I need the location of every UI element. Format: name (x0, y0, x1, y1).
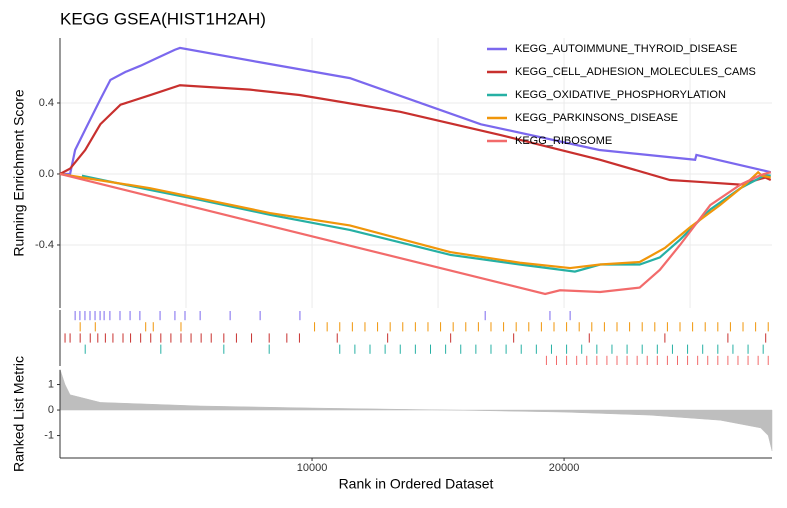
y-tick-label: 0 (48, 404, 54, 416)
x-tick-label: 10000 (297, 462, 328, 474)
y-tick-label: -0.4 (35, 239, 54, 251)
es-line (59, 171, 772, 296)
metric-area (59, 369, 773, 451)
legend-label: KEGG_RIBOSOME (515, 135, 612, 147)
es-line (60, 46, 771, 176)
legend: KEGG_AUTOIMMUNE_THYROID_DISEASE KEGG_CELL… (487, 43, 756, 147)
y-tick-label: 0.0 (39, 168, 54, 180)
x-axis-title: Rank in Ordered Dataset (339, 476, 494, 492)
y-axis-title: Ranked List Metric (11, 356, 27, 472)
legend-label: KEGG_PARKINSONS_DISEASE (515, 112, 678, 124)
y-tick-label: -1 (44, 429, 54, 441)
chart-title: KEGG GSEA(HIST1H2AH) (60, 9, 266, 28)
legend-label: KEGG_CELL_ADHESION_MOLECULES_CAMS (515, 66, 756, 78)
y-tick-label: 0.4 (39, 97, 54, 109)
es-line (59, 84, 772, 186)
x-tick-label: 20000 (549, 462, 580, 474)
legend-label: KEGG_OXIDATIVE_PHOSPHORYLATION (515, 89, 726, 101)
y-axis-title: Running Enrichment Score (11, 89, 27, 257)
es-line (81, 173, 771, 273)
legend-label: KEGG_AUTOIMMUNE_THYROID_DISEASE (515, 43, 737, 55)
y-tick-label: 1 (48, 378, 54, 390)
